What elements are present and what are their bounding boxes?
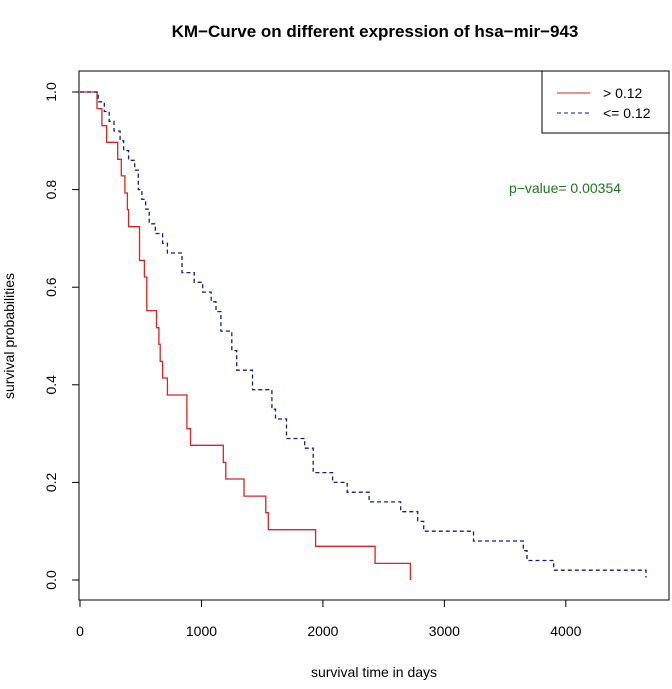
series-line-1 xyxy=(80,91,647,578)
survival-curves xyxy=(80,91,647,580)
series-line-0 xyxy=(80,91,412,580)
y-axis: 0.0 0.2 0.4 0.6 0.8 1.0 xyxy=(43,82,79,590)
y-tick-label-0: 0.0 xyxy=(43,570,59,590)
x-tick-label-2000: 2000 xyxy=(307,623,338,639)
plot-frame xyxy=(78,70,670,601)
x-axis: 0 1000 2000 3000 4000 xyxy=(76,600,582,639)
legend-box xyxy=(541,70,670,134)
y-tick-label-2: 0.4 xyxy=(43,375,59,395)
x-tick-label-3000: 3000 xyxy=(429,623,460,639)
x-tick-label-4000: 4000 xyxy=(550,623,581,639)
chart-title: KM−Curve on different expression of hsa−… xyxy=(172,22,579,41)
x-tick-label-1000: 1000 xyxy=(186,623,217,639)
x-axis-label: survival time in days xyxy=(311,664,437,680)
p-value-annotation: p−value= 0.00354 xyxy=(509,180,621,196)
y-tick-label-4: 0.8 xyxy=(43,180,59,200)
legend-label-low: <= 0.12 xyxy=(603,105,651,121)
y-tick-label-3: 0.6 xyxy=(43,277,59,297)
y-axis-label: survival probabilities xyxy=(1,273,17,399)
y-tick-label-1: 0.2 xyxy=(43,472,59,492)
legend-label-high: > 0.12 xyxy=(603,85,643,101)
legend: > 0.12 <= 0.12 xyxy=(541,70,670,134)
x-tick-label-0: 0 xyxy=(76,623,84,639)
y-tick-label-5: 1.0 xyxy=(43,82,59,102)
